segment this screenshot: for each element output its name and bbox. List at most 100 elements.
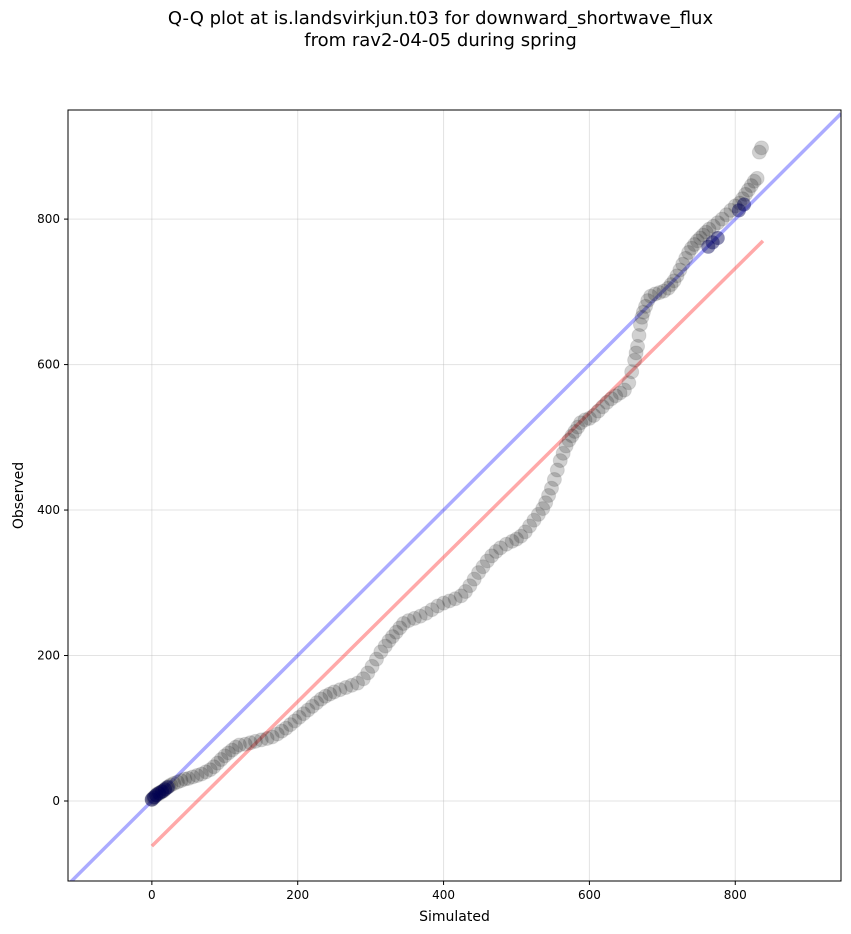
data-point bbox=[710, 215, 726, 231]
x-tick-label: 400 bbox=[432, 888, 455, 902]
data-point bbox=[224, 742, 240, 758]
data-point bbox=[603, 391, 619, 407]
data-point bbox=[669, 268, 685, 284]
data-point bbox=[202, 762, 218, 778]
data-point bbox=[153, 784, 169, 800]
data-point bbox=[549, 462, 565, 478]
axes-frame bbox=[67, 109, 842, 882]
data-point bbox=[453, 588, 469, 604]
data-point bbox=[492, 540, 508, 556]
data-point bbox=[695, 227, 711, 243]
data-point bbox=[322, 686, 338, 702]
data-point-dense bbox=[160, 780, 175, 795]
y-tick-label: 400 bbox=[37, 503, 60, 517]
data-point bbox=[385, 629, 401, 645]
data-point bbox=[628, 345, 644, 361]
data-point bbox=[484, 548, 500, 564]
data-point bbox=[300, 702, 316, 718]
y-tick-label: 0 bbox=[52, 794, 60, 808]
data-point bbox=[681, 245, 697, 261]
data-point bbox=[586, 407, 602, 423]
data-point bbox=[621, 375, 637, 391]
data-point bbox=[705, 218, 721, 234]
data-point bbox=[462, 578, 478, 594]
data-point bbox=[732, 195, 748, 211]
data-point bbox=[689, 233, 705, 249]
data-point bbox=[154, 784, 170, 800]
data-point bbox=[209, 755, 225, 771]
data-point bbox=[631, 327, 647, 343]
data-point bbox=[364, 658, 380, 674]
data-point bbox=[237, 736, 253, 752]
data-point-dense bbox=[710, 231, 725, 246]
data-point bbox=[304, 698, 320, 714]
data-point bbox=[627, 352, 643, 368]
data-point bbox=[150, 786, 166, 802]
data-point bbox=[723, 202, 739, 218]
data-point bbox=[749, 170, 765, 186]
x-axis-label: Simulated bbox=[419, 909, 490, 925]
data-point bbox=[754, 140, 770, 156]
data-point bbox=[590, 403, 606, 419]
data-point bbox=[740, 182, 756, 198]
data-point bbox=[148, 787, 164, 803]
data-point bbox=[350, 675, 366, 691]
data-point bbox=[338, 680, 354, 696]
data-point bbox=[630, 338, 646, 354]
data-point bbox=[392, 620, 408, 636]
data-point bbox=[561, 432, 577, 448]
y-tick-label: 200 bbox=[37, 649, 60, 663]
data-point bbox=[381, 633, 397, 649]
data-point bbox=[213, 752, 229, 768]
x-tick-label: 0 bbox=[148, 888, 156, 902]
y-tick-label: 600 bbox=[37, 358, 60, 372]
data-point bbox=[158, 780, 174, 796]
data-point bbox=[517, 524, 533, 540]
data-point-dense bbox=[705, 235, 720, 250]
data-point bbox=[567, 423, 583, 439]
data-point bbox=[599, 394, 615, 410]
data-point bbox=[373, 644, 389, 660]
data-point bbox=[193, 766, 209, 782]
chart-title-line-2: from rav2-04-05 during spring bbox=[304, 30, 577, 51]
data-point bbox=[406, 610, 422, 626]
data-point bbox=[577, 412, 593, 428]
data-point bbox=[541, 488, 557, 503]
data-point bbox=[751, 144, 767, 160]
data-point bbox=[746, 173, 762, 189]
data-point bbox=[177, 771, 193, 787]
data-point bbox=[656, 283, 672, 299]
axis-ticks: 0 200 400 600 800 0 200 400 600 800 bbox=[37, 212, 747, 902]
data-point bbox=[377, 638, 393, 654]
data-point bbox=[564, 428, 580, 444]
data-point-dense bbox=[144, 792, 159, 807]
data-point bbox=[635, 304, 651, 320]
data-point bbox=[526, 512, 542, 528]
y-tick-label: 800 bbox=[37, 212, 60, 226]
data-point bbox=[714, 211, 730, 227]
data-point bbox=[640, 293, 656, 309]
data-point bbox=[675, 256, 691, 272]
data-point bbox=[344, 677, 360, 693]
data-point bbox=[737, 186, 753, 202]
data-point bbox=[220, 745, 236, 761]
data-points bbox=[144, 140, 770, 808]
data-point bbox=[166, 776, 182, 792]
fit-line bbox=[150, 239, 765, 848]
data-point-dense bbox=[731, 203, 746, 218]
x-tick-label: 600 bbox=[578, 888, 601, 902]
data-point bbox=[508, 531, 524, 547]
data-point-dense bbox=[147, 790, 162, 805]
data-point bbox=[686, 237, 702, 253]
data-point bbox=[457, 584, 473, 600]
data-point bbox=[185, 769, 201, 785]
data-point bbox=[475, 559, 491, 575]
data-point bbox=[418, 605, 434, 621]
data-point bbox=[368, 651, 384, 667]
data-point bbox=[156, 783, 172, 799]
data-point bbox=[735, 191, 751, 207]
data-point bbox=[198, 764, 214, 780]
data-point bbox=[278, 720, 294, 736]
data-point-dense bbox=[152, 785, 167, 800]
data-point bbox=[522, 518, 538, 534]
